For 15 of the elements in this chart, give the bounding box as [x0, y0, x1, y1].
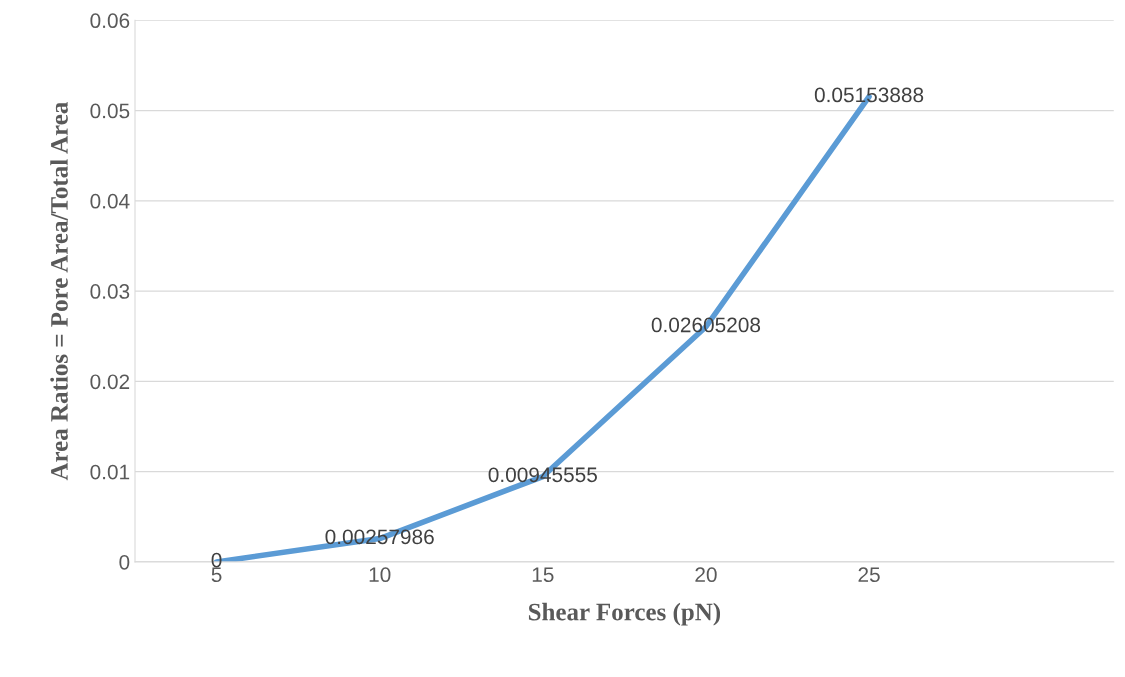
x-tick-label: 25: [858, 567, 880, 583]
y-axis-title: Area Ratios = Pore Area/Total Area: [50, 102, 68, 481]
y-tick-label: 0.05: [90, 103, 130, 119]
y-tick-label: 0.04: [90, 193, 130, 209]
x-tick-label: 5: [211, 567, 222, 583]
y-tick-label: 0.03: [90, 284, 130, 299]
x-tick-label: 20: [695, 567, 717, 583]
data-label: 0.05153888: [814, 87, 924, 103]
y-tick-label: 0: [119, 554, 130, 570]
y-tick-label: 0.02: [90, 374, 130, 390]
y-tick-label: 0.06: [90, 13, 130, 29]
x-axis-title: Shear Forces (pN): [528, 602, 721, 626]
y-tick-label: 0.01: [90, 464, 130, 480]
x-tick-label: 10: [369, 567, 391, 583]
x-tick-label: 15: [532, 567, 554, 583]
